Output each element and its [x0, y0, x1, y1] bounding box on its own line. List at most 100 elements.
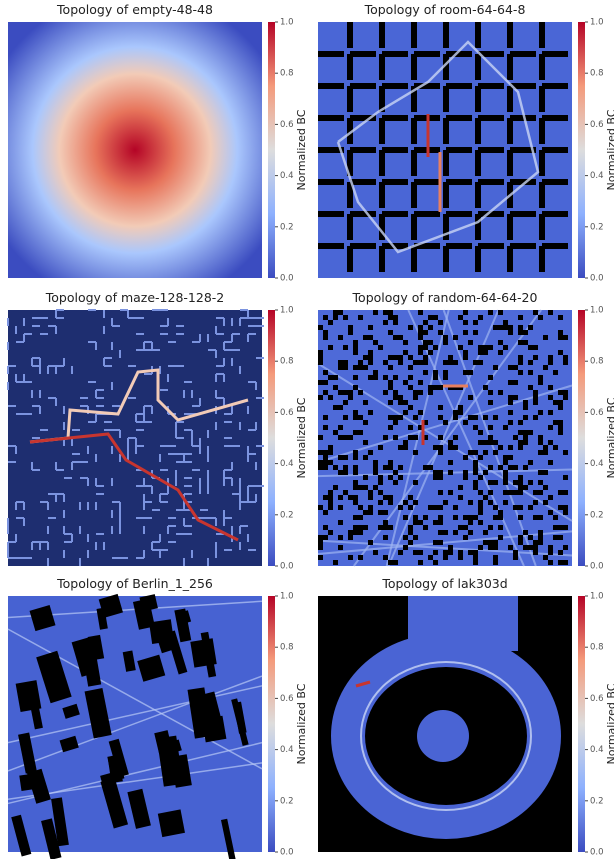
obstacle: [523, 485, 528, 490]
obstacle: [343, 345, 348, 350]
obstacle: [433, 385, 438, 390]
obstacle: [378, 475, 383, 480]
obstacle: [463, 330, 468, 335]
obstacle: [383, 465, 388, 470]
obstacle: [358, 430, 363, 435]
obstacle: [328, 505, 333, 510]
obstacle: [398, 445, 403, 450]
colorbar-tick-label: 0.6: [590, 408, 604, 418]
obstacle: [473, 485, 478, 490]
obstacle: [473, 460, 478, 465]
obstacle: [418, 330, 423, 335]
obstacle: [523, 530, 528, 535]
obstacle: [393, 390, 398, 395]
obstacle: [413, 435, 418, 440]
colorbar-tick-label: 0.8: [280, 643, 294, 653]
obstacle: [433, 505, 438, 510]
obstacle: [318, 435, 323, 440]
obstacle: [503, 480, 508, 485]
obstacle: [448, 550, 453, 555]
obstacle: [478, 315, 483, 320]
obstacle: [358, 525, 363, 530]
obstacle: [488, 400, 493, 405]
obstacle: [458, 405, 463, 410]
obstacle: [428, 325, 433, 330]
colorbar-tick-label: 0.4: [280, 459, 294, 469]
obstacle: [378, 490, 383, 495]
obstacle: [428, 385, 433, 390]
obstacle: [498, 350, 503, 355]
obstacle: [413, 360, 418, 365]
obstacle: [338, 520, 343, 525]
obstacle: [558, 420, 563, 425]
obstacle: [563, 355, 568, 360]
obstacle: [478, 520, 483, 525]
obstacle: [563, 360, 568, 365]
obstacle: [498, 515, 503, 520]
obstacle: [413, 415, 418, 420]
obstacle: [428, 340, 433, 345]
obstacle: [328, 495, 333, 500]
obstacle: [368, 410, 373, 415]
obstacle: [498, 390, 503, 395]
obstacle: [403, 340, 408, 345]
colorbar-tick-label: 1.0: [280, 306, 294, 316]
obstacle: [463, 355, 468, 360]
obstacle: [548, 560, 553, 565]
obstacle: [543, 500, 548, 505]
obstacle: [398, 475, 403, 480]
obstacle: [393, 375, 398, 380]
obstacle: [493, 560, 498, 565]
obstacle: [563, 505, 568, 510]
obstacle: [353, 350, 358, 355]
obstacle: [433, 370, 438, 375]
obstacle: [318, 555, 323, 560]
obstacle: [518, 490, 523, 495]
obstacle: [553, 515, 558, 520]
obstacle: [488, 310, 493, 315]
obstacle: [438, 445, 443, 450]
obstacle: [443, 530, 448, 535]
obstacle: [543, 450, 548, 455]
obstacle: [333, 465, 338, 470]
obstacle: [458, 345, 463, 350]
obstacle: [363, 365, 368, 370]
obstacle: [423, 320, 428, 325]
obstacle: [558, 560, 563, 565]
obstacle: [503, 500, 508, 505]
obstacle: [393, 355, 398, 360]
obstacle: [458, 550, 463, 555]
obstacle: [548, 410, 553, 415]
obstacle: [383, 320, 388, 325]
obstacle: [498, 510, 503, 515]
obstacle: [473, 470, 478, 475]
obstacle: [538, 315, 543, 320]
obstacle: [398, 505, 403, 510]
obstacle: [358, 530, 363, 535]
obstacle: [473, 415, 478, 420]
obstacle: [328, 490, 333, 495]
obstacle: [338, 470, 343, 475]
obstacle: [438, 515, 443, 520]
obstacle: [563, 450, 568, 455]
obstacle: [383, 535, 388, 540]
obstacle: [418, 360, 423, 365]
obstacle: [383, 495, 388, 500]
obstacle: [318, 350, 323, 355]
obstacle: [518, 540, 523, 545]
panel-title: Topology of empty-48-48: [56, 2, 213, 17]
obstacle: [388, 560, 393, 565]
colorbar-tick-label: 0.4: [590, 459, 604, 469]
obstacle: [478, 505, 483, 510]
obstacle: [483, 345, 488, 350]
obstacle: [343, 490, 348, 495]
obstacle: [398, 415, 403, 420]
obstacle: [548, 355, 553, 360]
obstacle: [333, 560, 338, 565]
obstacle: [468, 550, 473, 555]
obstacle: [518, 330, 523, 335]
obstacle: [493, 515, 498, 520]
colorbar-tick-label: 1.0: [280, 592, 294, 602]
obstacle: [463, 515, 468, 520]
obstacle: [418, 520, 423, 525]
